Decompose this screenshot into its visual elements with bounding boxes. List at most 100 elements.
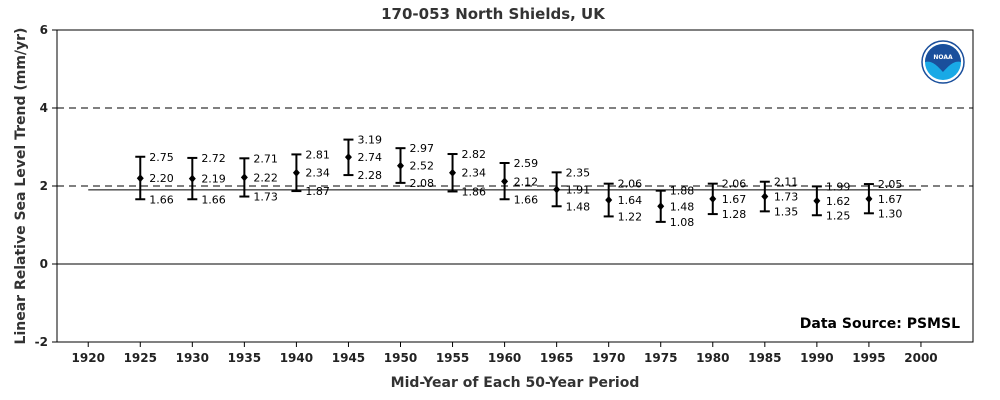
lower-label: 1.66 xyxy=(514,193,539,206)
y-tick-label: 0 xyxy=(40,257,48,271)
value-label: 1.67 xyxy=(722,193,747,206)
lower-label: 1.66 xyxy=(149,193,174,206)
lower-label: 1.25 xyxy=(826,209,851,222)
x-tick-label: 1985 xyxy=(748,351,781,365)
data-point-1985: 2.11 1.731.35 xyxy=(759,176,799,218)
data-point-1950: 2.97 2.52 2.08 xyxy=(395,142,435,190)
data-point-1935: 2.71 2.22 1.73 xyxy=(239,152,278,204)
x-tick-label: 1980 xyxy=(696,351,729,365)
x-tick-label: 1995 xyxy=(852,351,885,365)
upper-label: 2.72 xyxy=(201,152,226,165)
value-label: 1.91 xyxy=(566,184,591,197)
x-tick-label: 1965 xyxy=(540,351,573,365)
data-point-1965: 2.35 1.91 1.48 xyxy=(551,166,591,213)
x-tick-label: 1930 xyxy=(176,351,209,365)
x-tick-label: 1955 xyxy=(436,351,469,365)
point-marker xyxy=(865,194,873,203)
y-axis: -2 0 2 4 6 xyxy=(35,23,57,349)
noaa-logo-text: NOAA xyxy=(933,54,953,61)
upper-label: 2.05 xyxy=(878,178,903,191)
value-label: 1.48 xyxy=(670,200,695,213)
x-axis-title: Mid-Year of Each 50-Year Period xyxy=(391,375,640,391)
x-tick-label: 1920 xyxy=(72,351,105,365)
value-label: 2.19 xyxy=(201,173,226,186)
value-label: 1.67 xyxy=(878,193,903,206)
y-tick-label: 4 xyxy=(40,101,48,115)
lower-label: 2.08 xyxy=(410,177,435,190)
upper-label: 1.88 xyxy=(670,185,695,198)
point-marker xyxy=(344,153,352,162)
data-points: 2.75 2.20 1.66 2.72 2.19 1.66 2.71 2.22 1.73 2.81… xyxy=(135,134,902,229)
lower-label: 2.28 xyxy=(357,169,382,182)
x-tick-label: 1960 xyxy=(488,351,521,365)
x-tick-label: 1945 xyxy=(332,351,365,365)
upper-label: 2.75 xyxy=(149,151,174,164)
upper-label: 1.99 xyxy=(826,180,851,193)
lower-label: 1.35 xyxy=(774,205,799,218)
point-marker xyxy=(397,161,404,170)
x-tick-label: 2000 xyxy=(904,351,937,365)
lower-label: 1.28 xyxy=(722,208,747,221)
value-label: 2.12 xyxy=(514,175,539,188)
upper-label: 2.82 xyxy=(462,148,487,161)
data-point-1930: 2.72 2.19 1.66 xyxy=(187,152,226,206)
x-tick-label: 1990 xyxy=(800,351,833,365)
data-point-1955: 2.82 2.34 1.86 xyxy=(447,148,487,198)
data-point-1975: 1.88 1.48 1.08 xyxy=(655,185,695,229)
y-tick-label: 6 xyxy=(40,23,48,37)
lower-label: 1.48 xyxy=(566,200,591,213)
y-tick-label: -2 xyxy=(35,335,48,349)
y-tick-label: 2 xyxy=(40,179,48,193)
upper-label: 2.11 xyxy=(774,176,799,189)
data-point-1980: 2.06 1.67 1.28 xyxy=(707,178,747,221)
point-marker xyxy=(136,174,144,183)
point-marker xyxy=(292,168,300,177)
upper-label: 2.35 xyxy=(566,166,591,179)
value-label: 1.64 xyxy=(618,194,643,207)
x-tick-label: 1970 xyxy=(592,351,625,365)
point-marker xyxy=(657,202,665,211)
lower-label: 1.73 xyxy=(253,191,278,204)
data-source-label: Data Source: PSMSL xyxy=(800,316,960,332)
upper-label: 2.59 xyxy=(514,157,539,170)
x-tick-label: 1935 xyxy=(228,351,261,365)
value-label: 2.74 xyxy=(357,151,382,164)
data-point-1970: 2.06 1.64 1.22 xyxy=(603,178,643,223)
data-point-1990: 1.99 1.621.25 xyxy=(811,180,851,222)
upper-label: 2.81 xyxy=(305,148,330,161)
point-marker xyxy=(605,196,613,205)
value-label: 2.22 xyxy=(253,171,278,184)
value-label: 1.73 xyxy=(774,191,799,204)
lower-label: 1.30 xyxy=(878,207,903,220)
x-axis: 1920 1925 1930 1935 1940 1945 1950 1955 1960 1965… xyxy=(72,342,938,365)
upper-label: 2.97 xyxy=(410,142,435,155)
value-label: 2.34 xyxy=(305,167,330,180)
x-tick-label: 1975 xyxy=(644,351,677,365)
data-point-1945: 3.19 2.74 2.28 xyxy=(343,134,382,182)
point-marker xyxy=(501,177,509,186)
lower-label: 1.08 xyxy=(670,216,695,229)
x-tick-label: 1950 xyxy=(384,351,417,365)
lower-label: 1.66 xyxy=(201,193,226,206)
value-label: 2.20 xyxy=(149,172,174,185)
lower-label: 1.87 xyxy=(305,185,330,198)
point-marker xyxy=(188,174,196,183)
y-axis-title: Linear Relative Sea Level Trend (mm/yr) xyxy=(13,28,29,345)
point-marker xyxy=(240,173,248,182)
value-label: 2.34 xyxy=(462,167,487,180)
data-point-1995: 2.05 1.671.30 xyxy=(863,178,903,220)
x-tick-label: 1925 xyxy=(124,351,157,365)
value-label: 2.52 xyxy=(410,160,435,173)
upper-label: 2.71 xyxy=(253,152,278,165)
point-marker xyxy=(449,168,457,177)
lower-label: 1.22 xyxy=(618,210,643,223)
chart-title: 170-053 North Shields, UK xyxy=(381,5,606,23)
data-point-1940: 2.81 2.34 1.87 xyxy=(291,148,330,198)
data-point-1960: 2.59 2.12 1.66 xyxy=(499,157,539,206)
lower-label: 1.86 xyxy=(462,185,487,198)
point-marker xyxy=(761,192,769,201)
data-point-1925: 2.75 2.20 1.66 xyxy=(135,151,174,206)
noaa-logo: NOAA xyxy=(921,40,965,84)
